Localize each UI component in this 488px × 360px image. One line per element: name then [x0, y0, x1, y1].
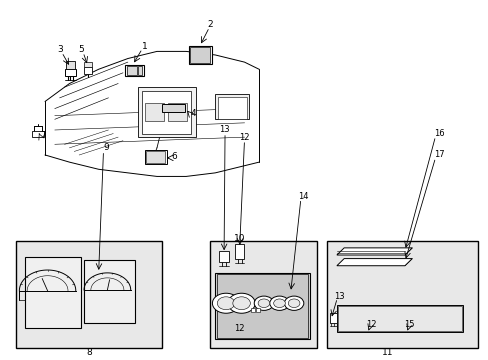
Text: 14: 14 — [297, 192, 307, 201]
Bar — [188, 46, 211, 64]
Circle shape — [232, 297, 250, 310]
Bar — [32, 131, 43, 137]
Circle shape — [217, 297, 234, 310]
Text: 13: 13 — [333, 292, 344, 301]
Text: 8: 8 — [86, 348, 92, 357]
Circle shape — [212, 293, 239, 313]
Polygon shape — [336, 258, 411, 266]
Bar — [125, 65, 143, 76]
Text: 16: 16 — [433, 129, 444, 138]
Bar — [215, 94, 249, 119]
Circle shape — [287, 299, 299, 307]
Circle shape — [254, 296, 273, 310]
Bar — [84, 260, 135, 323]
Bar — [83, 67, 92, 74]
Bar — [144, 150, 166, 164]
Bar — [146, 152, 165, 163]
Bar — [167, 103, 187, 121]
Bar — [25, 257, 81, 328]
Circle shape — [258, 299, 269, 307]
Bar — [210, 241, 317, 348]
Bar — [142, 91, 191, 134]
Bar — [190, 47, 210, 63]
Bar — [256, 308, 260, 312]
Circle shape — [227, 293, 255, 313]
Bar — [338, 306, 461, 331]
Text: 5: 5 — [79, 45, 84, 54]
Text: 9: 9 — [103, 143, 108, 152]
Bar — [83, 63, 92, 67]
Text: 6: 6 — [171, 152, 177, 161]
Bar — [64, 69, 76, 76]
Bar — [329, 313, 336, 323]
Bar — [219, 251, 228, 262]
Text: 7: 7 — [40, 131, 45, 140]
Bar — [326, 241, 477, 348]
Bar — [65, 62, 75, 69]
Text: 4: 4 — [190, 109, 196, 118]
Bar — [16, 241, 162, 348]
Text: 12: 12 — [365, 320, 375, 329]
Bar — [234, 244, 244, 258]
Bar — [126, 66, 136, 75]
Bar — [336, 305, 462, 332]
Text: 11: 11 — [382, 348, 393, 357]
Text: 1: 1 — [142, 41, 147, 50]
Text: 10: 10 — [233, 234, 245, 243]
Text: 12: 12 — [234, 324, 244, 333]
Text: 17: 17 — [433, 150, 444, 159]
Bar — [162, 104, 185, 112]
Text: 12: 12 — [239, 132, 249, 141]
Bar — [137, 87, 196, 137]
Text: 2: 2 — [207, 20, 213, 29]
Text: 15: 15 — [404, 320, 414, 329]
Circle shape — [269, 296, 288, 310]
Text: 13: 13 — [218, 126, 229, 135]
Polygon shape — [336, 248, 411, 255]
Bar — [217, 274, 307, 338]
Text: 3: 3 — [57, 45, 62, 54]
Circle shape — [284, 296, 303, 310]
Bar — [137, 66, 142, 75]
Circle shape — [273, 299, 285, 307]
Bar — [144, 103, 164, 121]
Bar — [215, 273, 309, 339]
Bar — [217, 97, 246, 118]
Bar — [250, 308, 254, 312]
